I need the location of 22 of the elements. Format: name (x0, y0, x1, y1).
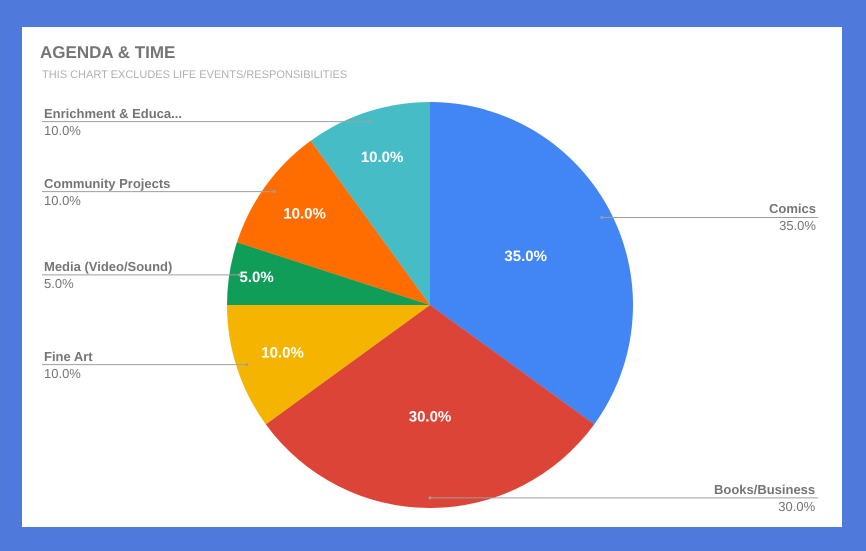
text: 30.0% (778, 498, 816, 514)
slice-label: Media (Video/Sound) (44, 259, 172, 274)
chart-title: AGENDA & TIME (40, 42, 176, 62)
data-label: 10.0% (360, 149, 404, 166)
text: THIS CHART EXCLUDES LIFE EVENTS/RESPONSIBILITIES (42, 69, 348, 81)
slice-label: Enrichment & Educa... (44, 106, 182, 121)
data-label: 30.0% (408, 408, 452, 426)
text: 10.0% (44, 366, 81, 381)
slice-label: Books/Business (714, 482, 816, 497)
pie-slice (227, 242, 430, 305)
text: 10.0% (44, 192, 81, 208)
data-label: 10.0% (261, 344, 304, 362)
data-label: 10.0% (283, 205, 326, 222)
data-label: 35.0% (504, 248, 547, 265)
slice-label: Comics (769, 201, 816, 216)
text: 10.0% (44, 122, 81, 138)
pie-slice (236, 140, 430, 305)
slice-label: Community Projects (44, 176, 170, 191)
text: 35.0% (779, 218, 816, 233)
slice-label: Fine Art (44, 349, 94, 364)
data-label: 5.0% (240, 269, 274, 286)
text: 5.0% (44, 276, 74, 291)
